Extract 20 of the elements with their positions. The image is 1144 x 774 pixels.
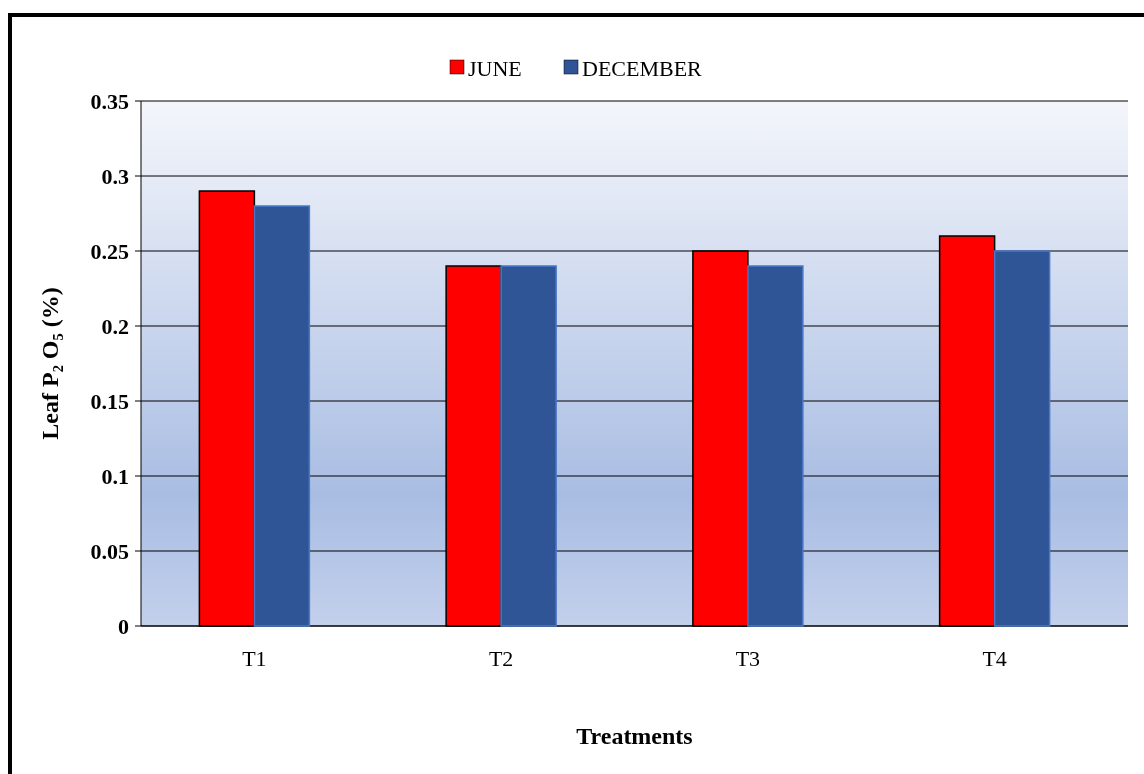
y-tick-label: 0	[118, 613, 129, 639]
x-axis-title: Treatments	[576, 723, 693, 749]
y-axis-title: Leaf P₂ O₅ (%)	[37, 287, 63, 440]
y-tick-label: 0.35	[90, 88, 129, 114]
x-tick-label: T1	[242, 646, 267, 671]
bar	[747, 265, 804, 627]
legend-label: JUNE	[468, 55, 522, 81]
x-tick-label: T4	[982, 646, 1007, 671]
y-tick-label: 0.2	[101, 313, 129, 339]
bar	[253, 205, 311, 627]
y-tick-label: 0.05	[90, 538, 129, 564]
y-tick-label: 0.15	[90, 388, 129, 414]
bar	[500, 265, 557, 627]
x-tick-label: T2	[488, 646, 514, 671]
y-tick-label: 0.1	[101, 463, 129, 489]
y-tick-label: 0.3	[101, 163, 129, 189]
bar	[993, 250, 1051, 627]
x-tick-label: T3	[735, 646, 761, 671]
legend-label: DECEMBER	[582, 55, 703, 81]
y-tick-label: 0.25	[90, 238, 129, 264]
